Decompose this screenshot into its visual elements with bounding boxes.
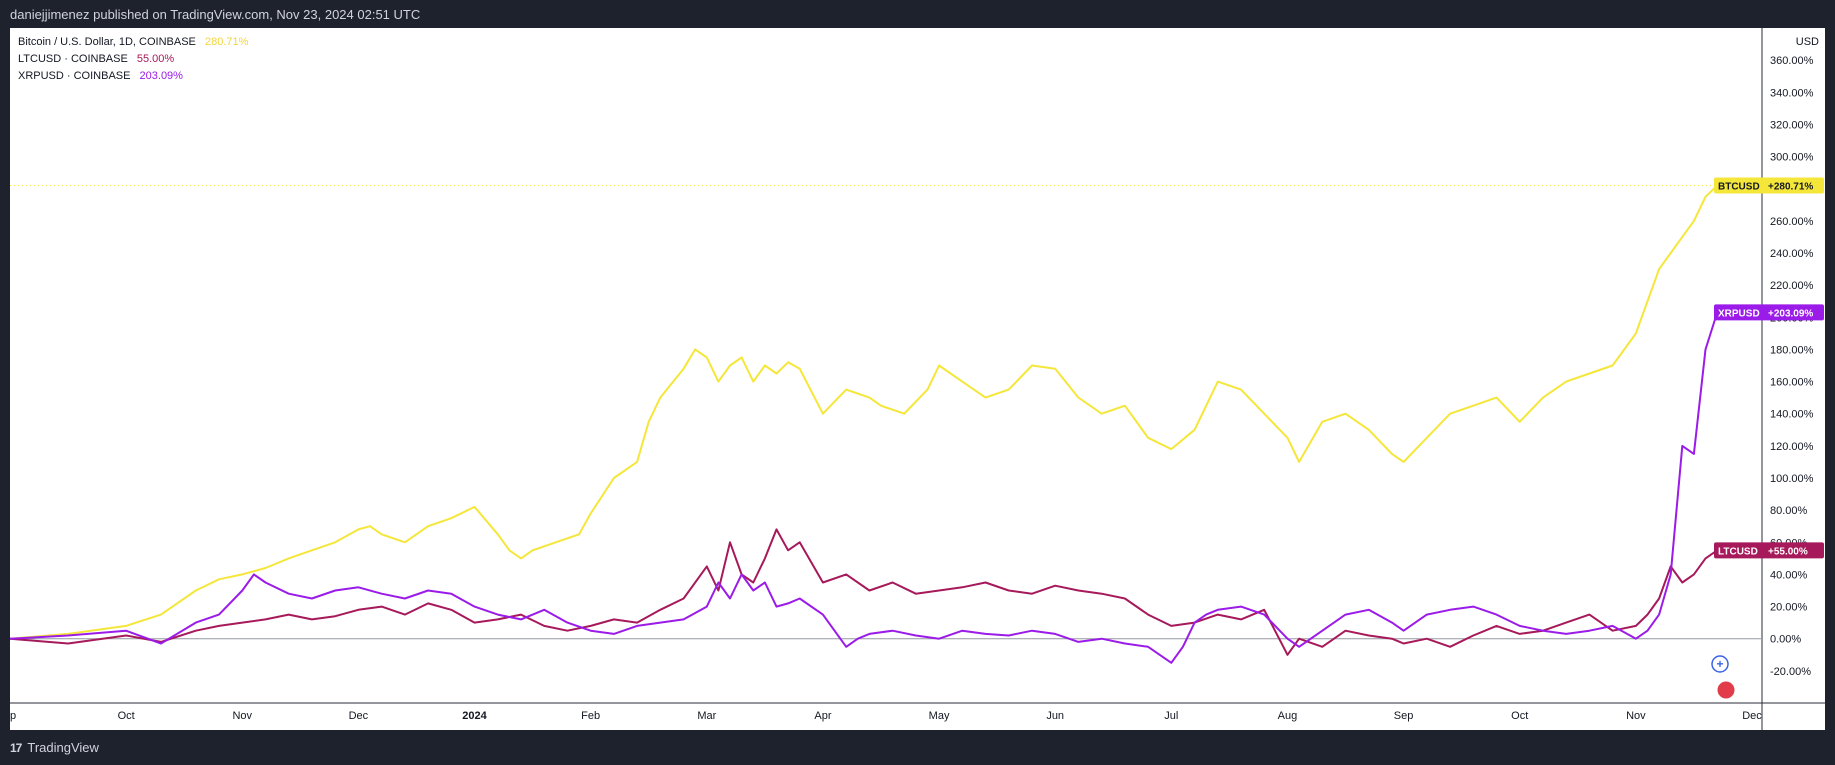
y-tick-label: 100.00%: [1770, 473, 1814, 485]
legend-xrp: XRPUSD · COINBASE 203.09%: [18, 68, 248, 85]
y-tick-label: 160.00%: [1770, 377, 1814, 389]
btc-price-label: BTCUSD +280.71%: [1714, 177, 1824, 194]
currency-label[interactable]: USD: [1795, 36, 1819, 48]
legend: Bitcoin / U.S. Dollar, 1D, COINBASE 280.…: [18, 34, 248, 85]
y-tick-label: 300.00%: [1770, 152, 1814, 164]
chart-plot[interactable]: -20.00%0.00%20.00%40.00%60.00%80.00%100.…: [10, 28, 1825, 730]
y-tick-label: 360.00%: [1770, 55, 1814, 67]
x-tick-label: Sep: [1394, 710, 1414, 722]
x-tick-label: May: [929, 710, 950, 722]
x-tick-label: Apr: [814, 710, 831, 722]
x-tick-label: Oct: [1511, 710, 1528, 722]
legend-ltc-value: 55.00%: [136, 53, 175, 65]
xrp-series-line: [10, 312, 1719, 664]
ltc-price-label: LTCUSD +55.00%: [1714, 542, 1824, 559]
y-tick-label: 240.00%: [1770, 248, 1814, 260]
tradingview-logo-icon: 17: [10, 740, 22, 755]
ltc-price-label-value: +55.00%: [1768, 546, 1808, 557]
y-tick-label: 180.00%: [1770, 344, 1814, 356]
y-tick-label: 0.00%: [1770, 634, 1801, 646]
x-tick-label: Jun: [1046, 710, 1064, 722]
x-tick-label: Dec: [349, 710, 369, 722]
btc-price-label-value: +280.71%: [1768, 182, 1813, 193]
y-tick-label: 80.00%: [1770, 505, 1808, 517]
footer: 17 TradingView: [10, 740, 99, 755]
x-tick-label: Jul: [1164, 710, 1178, 722]
btc-series-line: [10, 184, 1718, 640]
legend-ltc-name: LTCUSD · COINBASE: [18, 53, 128, 65]
publish-header: daniejjimenez published on TradingView.c…: [0, 0, 1835, 28]
xrp-price-label-symbol: XRPUSD: [1718, 308, 1760, 319]
y-tick-label: 40.00%: [1770, 569, 1808, 581]
flag-icon[interactable]: [1716, 680, 1736, 700]
x-tick-label: Nov: [232, 710, 252, 722]
y-tick-label: 340.00%: [1770, 87, 1814, 99]
xrp-price-label-value: +203.09%: [1768, 308, 1813, 319]
legend-btc: Bitcoin / U.S. Dollar, 1D, COINBASE 280.…: [18, 34, 248, 51]
x-tick-label: Feb: [581, 710, 600, 722]
y-tick-label: 220.00%: [1770, 280, 1814, 292]
ltc-series-line: [10, 528, 1718, 656]
legend-ltc: LTCUSD · COINBASE 55.00%: [18, 51, 248, 68]
add-plus-icon[interactable]: [1711, 655, 1729, 673]
ltc-price-label-symbol: LTCUSD: [1718, 546, 1758, 557]
legend-btc-name: Bitcoin / U.S. Dollar, 1D, COINBASE: [18, 36, 196, 48]
y-tick-label: -20.00%: [1770, 666, 1811, 678]
x-tick-label: Oct: [118, 710, 135, 722]
xrp-price-label: XRPUSD +203.09%: [1714, 304, 1824, 321]
legend-xrp-value: 203.09%: [139, 70, 183, 82]
chart-frame[interactable]: -20.00%0.00%20.00%40.00%60.00%80.00%100.…: [10, 28, 1825, 730]
btc-price-label-symbol: BTCUSD: [1718, 182, 1760, 193]
y-tick-label: 120.00%: [1770, 441, 1814, 453]
footer-brand: TradingView: [27, 740, 99, 755]
x-tick-label: 2024: [462, 710, 487, 722]
x-tick-label: Mar: [697, 710, 716, 722]
x-tick-label: Dec: [1742, 710, 1762, 722]
x-tick-label: Nov: [1626, 710, 1646, 722]
legend-btc-value: 280.71%: [204, 36, 249, 48]
x-tick-label: ep: [10, 710, 16, 722]
y-tick-label: 260.00%: [1770, 216, 1814, 228]
y-tick-label: 320.00%: [1770, 119, 1814, 131]
publish-info: daniejjimenez published on TradingView.c…: [10, 7, 421, 22]
add-plus-glyph: +: [1716, 657, 1723, 671]
y-tick-label: 20.00%: [1770, 602, 1808, 614]
y-tick-label: 140.00%: [1770, 409, 1814, 421]
legend-xrp-name: XRPUSD · COINBASE: [18, 70, 131, 82]
x-tick-label: Aug: [1278, 710, 1298, 722]
